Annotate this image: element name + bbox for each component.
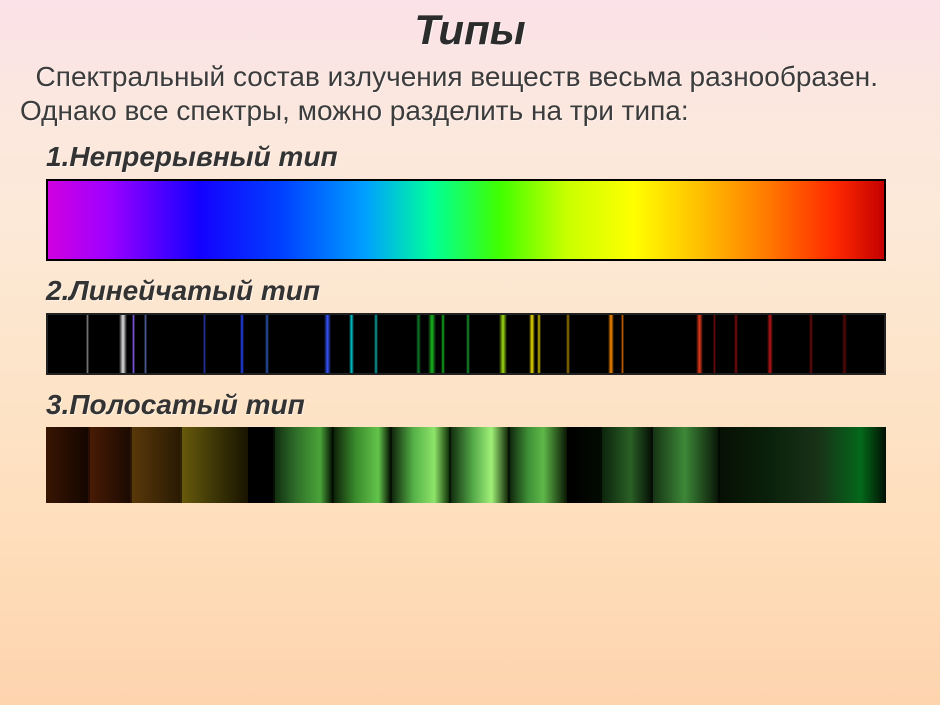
band-separator [600, 427, 602, 503]
continuous-bar-wrap [46, 179, 886, 261]
emission-line [119, 315, 127, 373]
emission-line [441, 315, 445, 373]
emission-line [608, 315, 614, 373]
emission-line [132, 315, 135, 373]
spectrum-band [332, 427, 391, 503]
emission-spectrum-bar [46, 313, 886, 375]
band-separator [718, 427, 720, 503]
emission-line [144, 315, 147, 373]
band-separator [130, 427, 132, 503]
spectrum-band [180, 427, 247, 503]
emission-line [696, 315, 704, 373]
spectrum-band [600, 427, 650, 503]
band-separator [651, 427, 653, 503]
spectrum-band [508, 427, 567, 503]
heading-emission: 2.Линейчатый тип [46, 275, 940, 307]
continuous-spectrum-bar [46, 179, 886, 261]
spectrum-band [273, 427, 332, 503]
emission-line [713, 315, 716, 373]
band-separator [390, 427, 392, 503]
emission-line [349, 315, 354, 373]
emission-line [621, 315, 624, 373]
spectrum-band [46, 427, 88, 503]
spectrum-band [567, 427, 601, 503]
heading-continuous: 1.Непрерывный тип [46, 141, 940, 173]
slide-title: Типы [0, 0, 940, 54]
emission-line [203, 315, 206, 373]
emission-line [566, 315, 569, 373]
emission-line [767, 315, 773, 373]
band-separator [508, 427, 510, 503]
heading-banded: 3.Полосатый тип [46, 389, 940, 421]
spectrum-band [248, 427, 273, 503]
band-separator [88, 427, 90, 503]
emission-line [499, 315, 507, 373]
slide-root: Типы Спектральный состав излучения вещес… [0, 0, 940, 705]
emission-bar-wrap [46, 313, 886, 375]
spectrum-band [449, 427, 508, 503]
emission-line [86, 315, 89, 373]
band-separator [273, 427, 275, 503]
spectrum-band [390, 427, 449, 503]
emission-line [428, 315, 436, 373]
emission-line [537, 315, 541, 373]
band-separator [180, 427, 182, 503]
emission-line [374, 315, 378, 373]
band-separator [567, 427, 569, 503]
spectrum-band [88, 427, 130, 503]
emission-line [809, 315, 813, 373]
emission-line [416, 315, 421, 373]
spectrum-band [718, 427, 886, 503]
spectrum-band [651, 427, 718, 503]
emission-line [265, 315, 268, 373]
emission-line [240, 315, 244, 373]
emission-line [842, 315, 847, 373]
banded-spectrum-bar [46, 427, 886, 503]
spectrum-band [130, 427, 180, 503]
emission-line [466, 315, 470, 373]
band-separator [332, 427, 334, 503]
slide-intro-text: Спектральный состав излучения веществ ве… [0, 54, 940, 127]
band-separator [449, 427, 451, 503]
emission-line [529, 315, 536, 373]
banded-bar-wrap [46, 427, 886, 503]
emission-line [324, 315, 331, 373]
band-separator [248, 427, 250, 503]
emission-line [734, 315, 738, 373]
